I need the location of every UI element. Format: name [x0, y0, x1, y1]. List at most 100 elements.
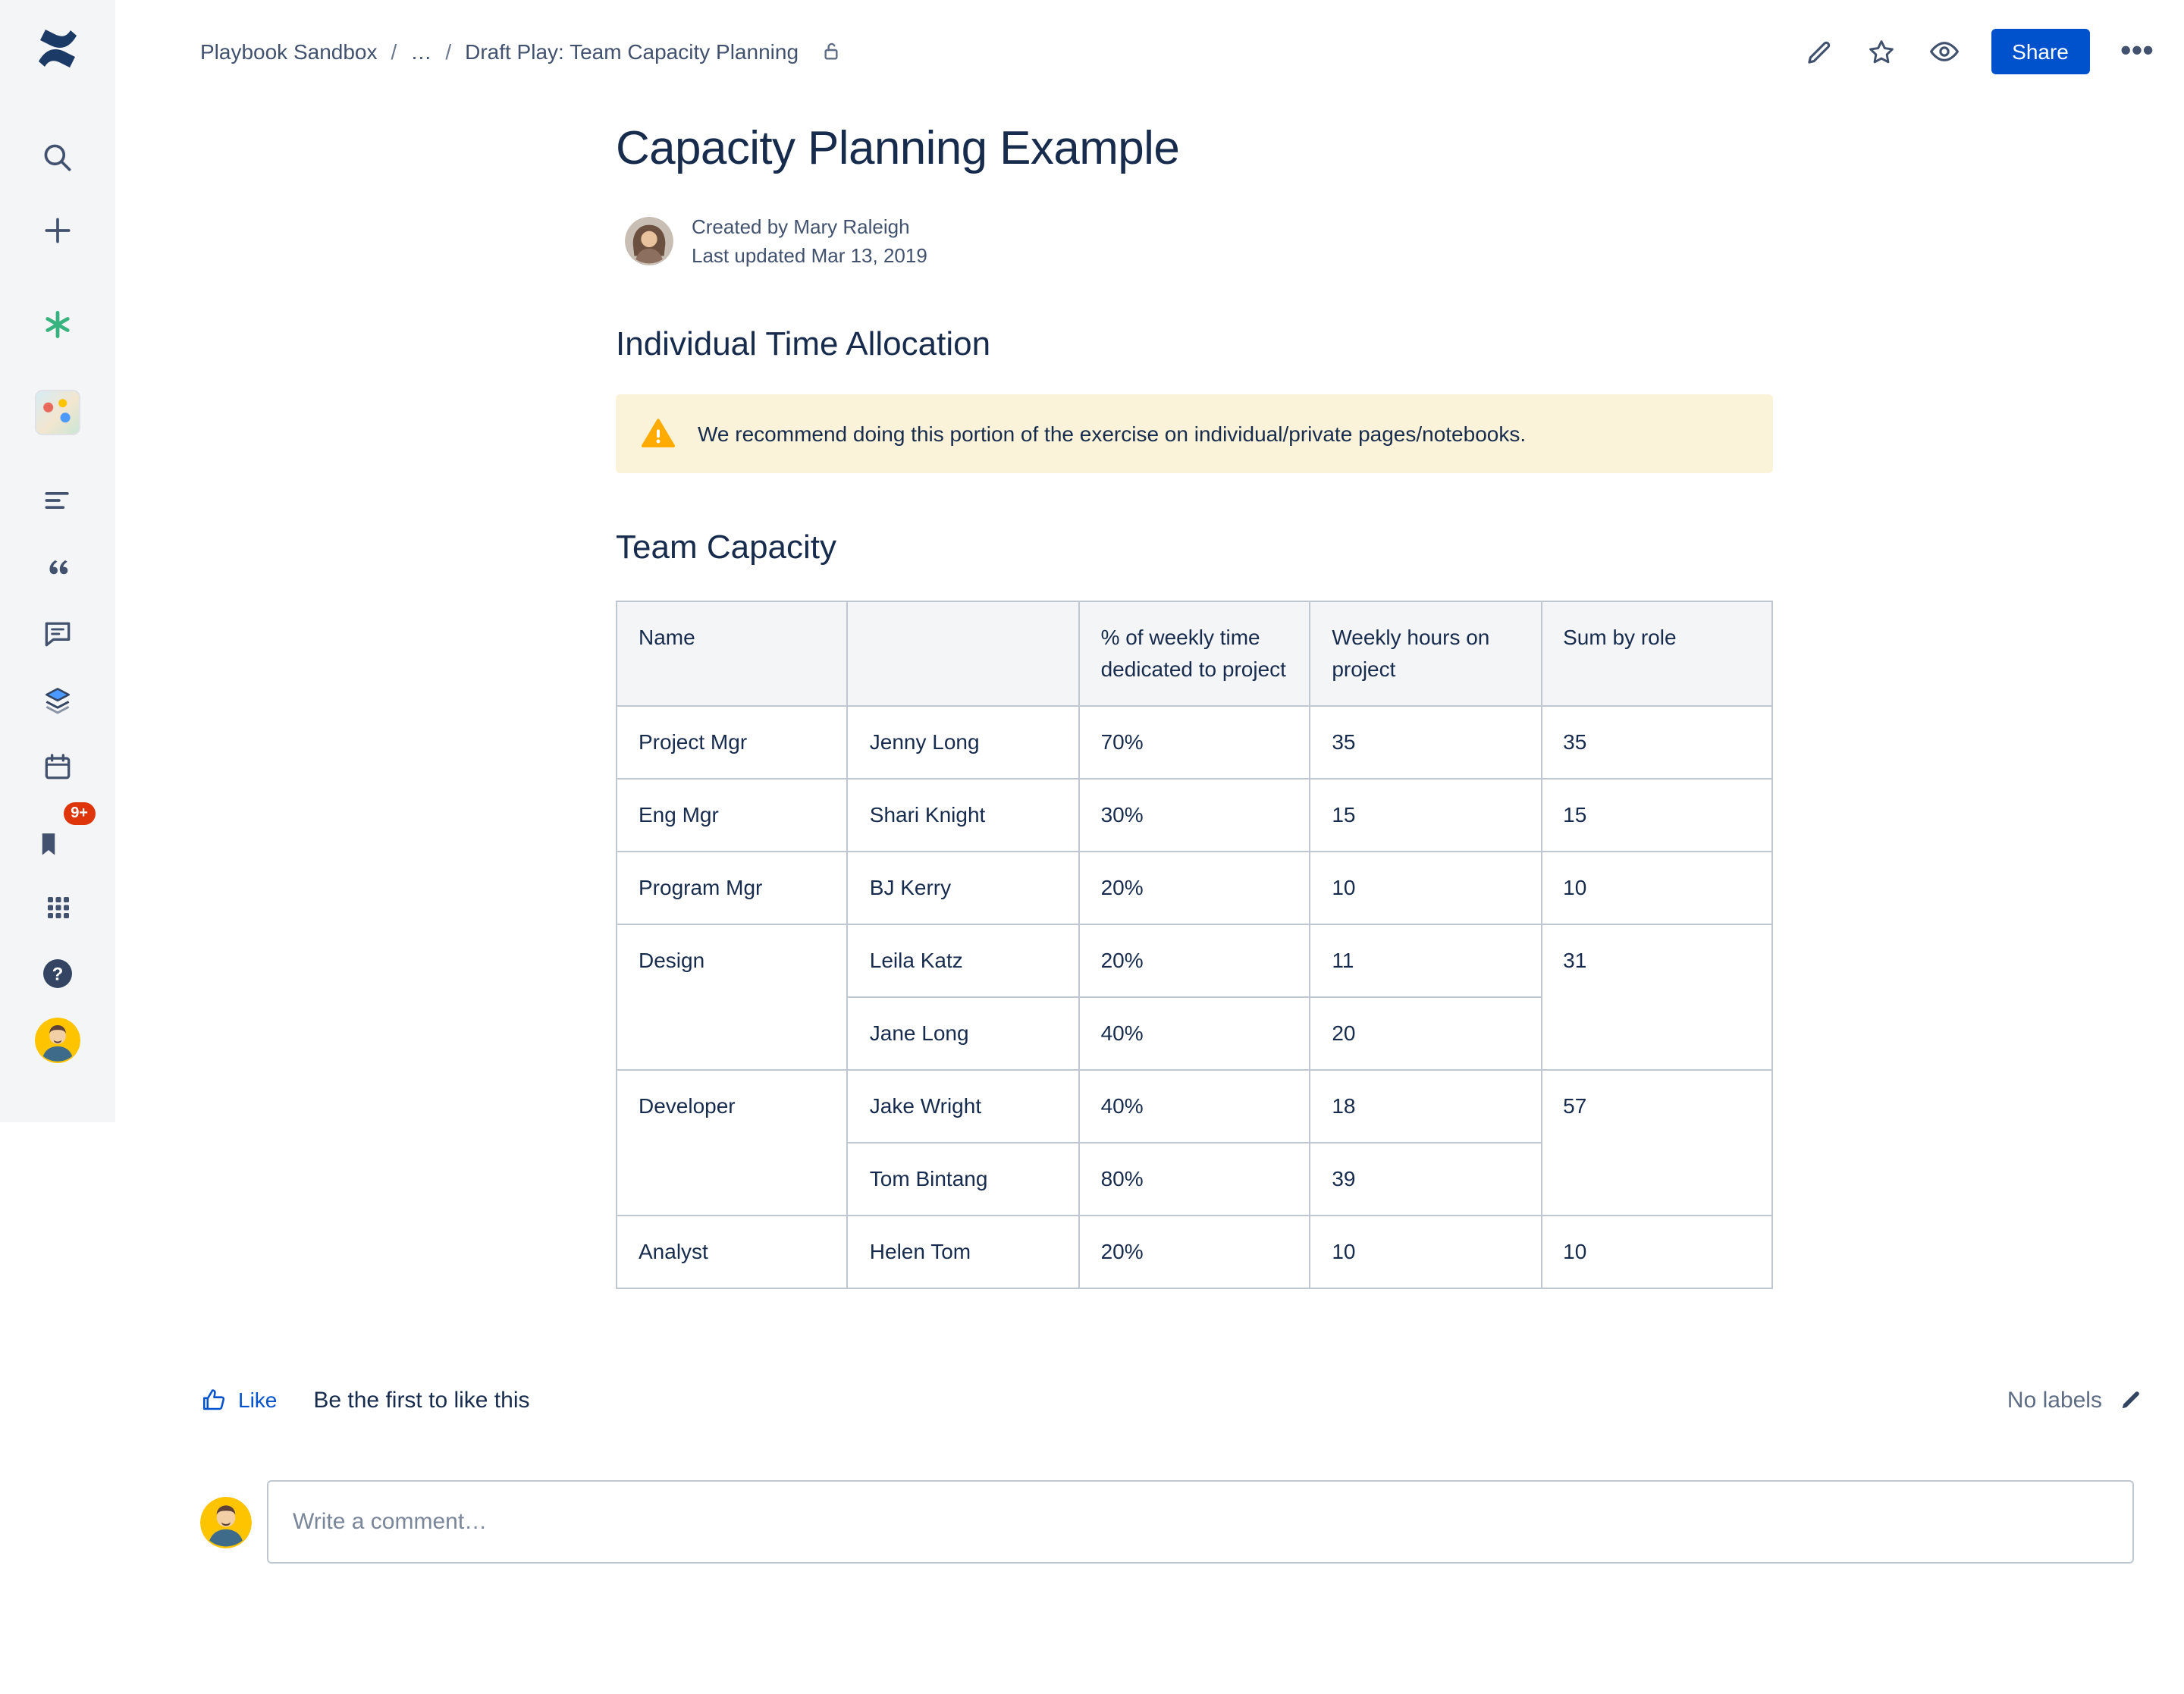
byline: Created by Mary Raleigh Last updated Mar… — [625, 212, 1773, 270]
table-cell: 10 — [1540, 1215, 1774, 1289]
table-cell: Jane Long — [846, 996, 1080, 1071]
table-cell: Jake Wright — [846, 1069, 1080, 1143]
breadcrumb-page[interactable]: Draft Play: Team Capacity Planning — [465, 39, 799, 64]
table-cell: 35 — [1540, 705, 1774, 780]
table-cell: BJ Kerry — [846, 851, 1080, 925]
author-avatar[interactable] — [625, 217, 673, 265]
edit-labels-icon[interactable] — [2117, 1386, 2145, 1413]
breadcrumb-separator: / — [391, 39, 397, 64]
table-cell: Eng Mgr — [615, 778, 849, 852]
flag-icon — [42, 833, 55, 855]
table-cell: Helen Tom — [846, 1215, 1080, 1289]
page-content: Capacity Planning Example Created by Mar… — [615, 121, 1774, 1289]
warning-panel: We recommend doing this portion of the e… — [616, 394, 1773, 473]
column-header: Name — [615, 601, 849, 707]
labels-text: No labels — [2007, 1387, 2102, 1413]
table-cell: 31 — [1540, 924, 1774, 1071]
table-cell: Project Mgr — [615, 705, 849, 780]
table-cell: 18 — [1309, 1069, 1542, 1143]
table-row: Jane Long 40% 20 — [617, 996, 1772, 1071]
section-heading-team: Team Capacity — [616, 528, 837, 566]
create-icon[interactable] — [27, 200, 88, 261]
comment-input[interactable] — [267, 1480, 2134, 1564]
table-cell: 10 — [1540, 851, 1774, 925]
table-row: Analyst Helen Tom 20% 10 10 — [615, 1215, 1774, 1289]
notifications-icon[interactable]: 9+ — [27, 802, 96, 864]
thumbs-up-icon — [202, 1389, 225, 1410]
table-cell: 20 — [1309, 996, 1542, 1071]
share-button[interactable]: Share — [1991, 29, 2090, 74]
page-title: Capacity Planning Example — [616, 121, 1180, 174]
table-cell: 57 — [1540, 1069, 1774, 1216]
column-header: Sum by role — [1540, 601, 1774, 707]
green-app-icon[interactable] — [27, 294, 88, 355]
space-avatar[interactable] — [27, 382, 88, 443]
table-cell: 20% — [1078, 851, 1311, 925]
table-cell: Leila Katz — [846, 924, 1080, 998]
confluence-logo-icon — [39, 30, 77, 67]
warning-icon — [642, 419, 675, 447]
table-cell: Program Mgr — [615, 851, 849, 925]
edit-icon[interactable] — [1803, 36, 1834, 67]
more-menu-icon[interactable]: ••• — [2120, 33, 2154, 68]
table-row: Project Mgr Jenny Long 70% 35 35 — [615, 705, 1774, 780]
page-header: Playbook Sandbox / … / Draft Play: Team … — [115, 0, 2184, 79]
watch-eye-icon[interactable] — [1927, 35, 1960, 68]
unlock-icon[interactable] — [818, 39, 843, 64]
like-hint: Be the first to like this — [313, 1387, 530, 1413]
table-cell: 80% — [1078, 1142, 1311, 1216]
table-cell: 15 — [1309, 778, 1542, 852]
layers-icon[interactable] — [27, 670, 88, 731]
app-switcher-icon[interactable] — [27, 877, 88, 937]
profile-avatar[interactable] — [27, 1010, 88, 1071]
search-icon[interactable] — [27, 127, 88, 188]
table-row: Program Mgr BJ Kerry 20% 10 10 — [615, 851, 1774, 925]
table-cell: Developer — [615, 1069, 849, 1216]
table-cell: 35 — [1309, 705, 1542, 780]
table-cell: Jenny Long — [846, 705, 1080, 780]
section-heading-individual: Individual Time Allocation — [616, 325, 991, 362]
table-cell: Shari Knight — [846, 778, 1080, 852]
author-avatar-image — [625, 217, 673, 265]
table-cell: 40% — [1078, 996, 1311, 1071]
table-cell: Analyst — [615, 1215, 849, 1289]
star-icon[interactable] — [1865, 36, 1897, 67]
space-avatar-image — [35, 390, 80, 435]
table-row: Developer Jake Wright 40% 18 57 — [615, 1069, 1774, 1216]
table-cell: 11 — [1309, 924, 1542, 998]
table-cell: 30% — [1078, 778, 1311, 852]
notification-badge: 9+ — [63, 802, 96, 825]
table-cell: Design — [615, 924, 849, 1071]
table-cell: 20% — [1078, 1215, 1311, 1289]
column-header: Weekly hours on project — [1309, 601, 1542, 707]
capacity-table-header-row: Name % of weekly time dedicated to projec… — [615, 601, 1774, 707]
breadcrumb-space[interactable]: Playbook Sandbox — [200, 39, 378, 64]
main-area: Playbook Sandbox / … / Draft Play: Team … — [115, 0, 2184, 1694]
table-cell: 39 — [1309, 1142, 1542, 1216]
last-updated: Last updated Mar 13, 2019 — [692, 244, 927, 267]
confluence-logo[interactable] — [27, 18, 88, 79]
table-cell: 70% — [1078, 705, 1311, 780]
like-label: Like — [238, 1388, 278, 1412]
svg-text:?: ? — [52, 964, 64, 984]
table-cell: 10 — [1309, 1215, 1542, 1289]
quote-icon[interactable] — [27, 537, 88, 598]
table-cell: 20% — [1078, 924, 1311, 998]
calendar-icon[interactable] — [27, 737, 88, 798]
table-row: Design Leila Katz 20% 11 31 — [615, 924, 1774, 1071]
comment-feedback-icon[interactable] — [27, 604, 88, 664]
like-button[interactable]: Like — [200, 1386, 277, 1413]
capacity-table: Name % of weekly time dedicated to projec… — [615, 601, 1774, 1289]
help-icon[interactable]: ? — [27, 943, 88, 1004]
breadcrumb: Playbook Sandbox / … / Draft Play: Team … — [200, 39, 843, 64]
created-by: Created by Mary Raleigh — [692, 215, 910, 238]
recent-items-icon[interactable] — [27, 470, 88, 531]
table-cell: 40% — [1078, 1069, 1311, 1143]
table-cell: 10 — [1309, 851, 1542, 925]
warning-text: We recommend doing this portion of the e… — [698, 422, 1527, 446]
breadcrumb-collapsed[interactable]: … — [410, 39, 432, 64]
page-footer: Like Be the first to like this No labels — [115, 1386, 2184, 1413]
table-row: Eng Mgr Shari Knight 30% 15 15 — [615, 778, 1774, 852]
commenter-avatar-image — [200, 1496, 252, 1548]
